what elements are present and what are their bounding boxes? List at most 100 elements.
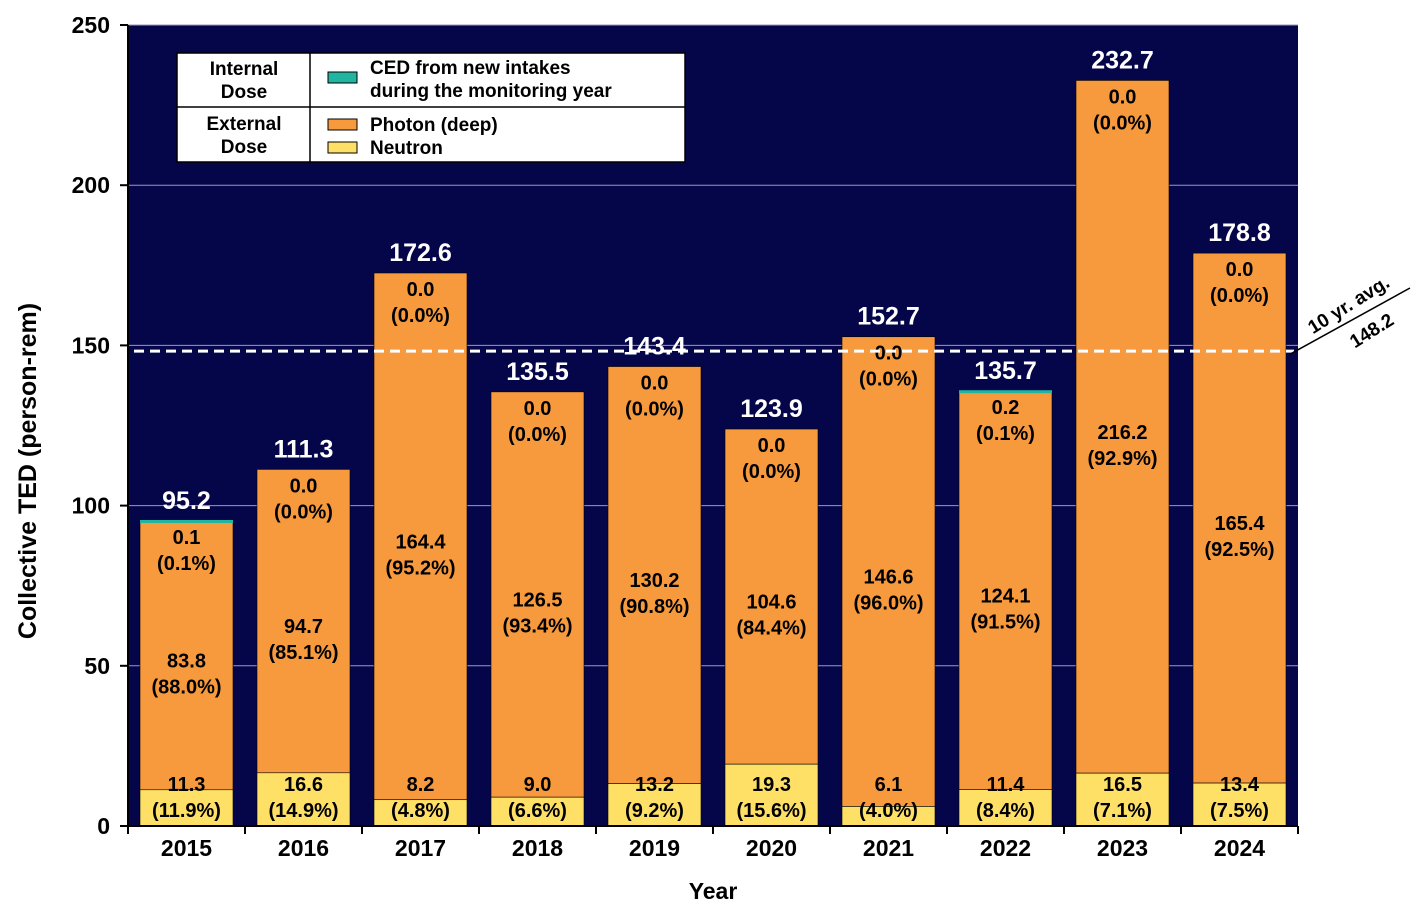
neutron-value-2017: 8.2 bbox=[407, 774, 435, 796]
ced-pct-2024: (0.0%) bbox=[1210, 285, 1269, 307]
avg-label-value: 148.2 bbox=[1346, 310, 1397, 353]
ced-pct-2020: (0.0%) bbox=[742, 461, 801, 483]
ced-pct-2016: (0.0%) bbox=[274, 501, 333, 523]
ced-value-2016: 0.0 bbox=[290, 475, 318, 497]
photon-value-2023: 216.2 bbox=[1097, 422, 1147, 444]
y-tick-label-0: 0 bbox=[97, 813, 110, 839]
photon-pct-2021: (96.0%) bbox=[853, 593, 923, 615]
bar-neutron-2016 bbox=[256, 772, 351, 827]
photon-value-2018: 126.5 bbox=[512, 590, 562, 612]
neutron-pct-2024: (7.5%) bbox=[1210, 800, 1269, 822]
total-label-2020: 123.9 bbox=[740, 395, 803, 423]
neutron-value-2016: 16.6 bbox=[284, 774, 323, 796]
neutron-pct-2016: (14.9%) bbox=[268, 800, 338, 822]
bar-photon-2019 bbox=[607, 366, 702, 785]
neutron-pct-2018: (6.6%) bbox=[508, 800, 567, 822]
total-label-2023: 232.7 bbox=[1091, 46, 1154, 74]
photon-pct-2024: (92.5%) bbox=[1204, 539, 1274, 561]
bar-neutron-2019 bbox=[607, 783, 702, 827]
bar-series bbox=[139, 80, 1287, 827]
legend-group-external-line1: External bbox=[207, 114, 282, 135]
ced-pct-2019: (0.0%) bbox=[625, 399, 684, 421]
legend-label-neutron: Neutron bbox=[370, 138, 443, 159]
neutron-value-2023: 16.5 bbox=[1103, 774, 1142, 796]
total-label-2015: 95.2 bbox=[162, 487, 211, 515]
ced-value-2017: 0.0 bbox=[407, 279, 435, 301]
ced-value-2021: 0.0 bbox=[875, 343, 903, 365]
neutron-pct-2015: (11.9%) bbox=[152, 800, 221, 822]
ced-value-2020: 0.0 bbox=[758, 435, 786, 457]
y-tick-label-250: 250 bbox=[72, 12, 110, 38]
legend-swatch-neutron bbox=[327, 141, 358, 154]
ced-value-2022: 0.2 bbox=[992, 397, 1020, 419]
bar-ced-2015 bbox=[140, 519, 233, 523]
total-label-2018: 135.5 bbox=[506, 358, 569, 386]
neutron-value-2022: 11.4 bbox=[987, 774, 1026, 796]
photon-value-2019: 130.2 bbox=[629, 570, 679, 592]
legend-label-ced-line1: CED from new intakes bbox=[370, 58, 571, 79]
bar-photon-2022 bbox=[958, 390, 1053, 790]
legend-label-photon: Photon (deep) bbox=[370, 115, 498, 136]
x-tick-label-2017: 2017 bbox=[395, 835, 446, 861]
y-tick-label-200: 200 bbox=[72, 172, 110, 198]
photon-pct-2020: (84.4%) bbox=[736, 618, 806, 640]
neutron-value-2021: 6.1 bbox=[875, 774, 903, 796]
neutron-pct-2021: (4.0%) bbox=[859, 800, 918, 822]
bar-ced-2022 bbox=[959, 390, 1052, 394]
avg-label-divider bbox=[1289, 287, 1411, 355]
x-tick-label-2022: 2022 bbox=[980, 835, 1031, 861]
photon-value-2024: 165.4 bbox=[1214, 513, 1265, 535]
photon-value-2021: 146.6 bbox=[863, 567, 913, 589]
ced-value-2018: 0.0 bbox=[524, 398, 552, 420]
y-tick-label-50: 50 bbox=[84, 653, 110, 679]
ced-value-2023: 0.0 bbox=[1109, 86, 1137, 108]
photon-pct-2018: (93.4%) bbox=[502, 616, 572, 638]
photon-pct-2015: (88.0%) bbox=[151, 676, 221, 698]
neutron-value-2018: 9.0 bbox=[524, 774, 552, 796]
x-tick-label-2021: 2021 bbox=[863, 835, 914, 861]
legend-swatch-photon bbox=[327, 118, 358, 131]
bar-neutron-2017 bbox=[373, 799, 468, 827]
bar-photon-2017 bbox=[373, 272, 468, 801]
total-label-2022: 135.7 bbox=[974, 357, 1037, 385]
x-tick-label-2016: 2016 bbox=[278, 835, 329, 861]
neutron-value-2019: 13.2 bbox=[635, 774, 674, 796]
photon-pct-2019: (90.8%) bbox=[619, 596, 689, 618]
legend-label-ced-line2: during the monitoring year bbox=[370, 81, 612, 102]
bar-photon-2015 bbox=[139, 520, 234, 791]
y-tick-label-100: 100 bbox=[72, 493, 110, 519]
total-label-2016: 111.3 bbox=[274, 435, 334, 463]
ced-pct-2018: (0.0%) bbox=[508, 424, 567, 446]
bar-neutron-2023 bbox=[1075, 772, 1170, 827]
ced-pct-2022: (0.1%) bbox=[976, 423, 1035, 445]
ced-pct-2015: (0.1%) bbox=[157, 553, 216, 575]
bar-neutron-2024 bbox=[1192, 782, 1287, 827]
x-tick-label-2015: 2015 bbox=[161, 835, 212, 861]
bar-photon-2018 bbox=[490, 391, 585, 798]
photon-value-2016: 94.7 bbox=[284, 616, 323, 638]
neutron-pct-2022: (8.4%) bbox=[976, 800, 1035, 822]
legend-swatch-ced bbox=[327, 71, 358, 84]
total-label-2024: 178.8 bbox=[1208, 219, 1271, 247]
legend-group-external-line2: Dose bbox=[221, 137, 267, 158]
neutron-pct-2020: (15.6%) bbox=[736, 800, 806, 822]
ced-pct-2021: (0.0%) bbox=[859, 369, 918, 391]
axes: 0 50 100 150 200 250 2015 2016 2017 2018 2019 2020 2… bbox=[72, 12, 1299, 861]
neutron-pct-2019: (9.2%) bbox=[625, 800, 684, 822]
photon-pct-2022: (91.5%) bbox=[970, 611, 1040, 633]
segment-labels: 95.2 0.1 (0.1%) 83.8 (88.0%) 11.3 (11.9%) 111.3… bbox=[151, 46, 1274, 822]
neutron-pct-2017: (4.8%) bbox=[391, 800, 450, 822]
photon-value-2022: 124.1 bbox=[980, 585, 1030, 607]
bar-photon-2020 bbox=[724, 428, 819, 765]
legend-group-internal-line1: Internal bbox=[210, 59, 279, 80]
total-label-2017: 172.6 bbox=[389, 239, 452, 267]
ced-pct-2017: (0.0%) bbox=[391, 305, 450, 327]
x-tick-label-2023: 2023 bbox=[1097, 835, 1148, 861]
photon-pct-2016: (85.1%) bbox=[268, 642, 338, 664]
bar-neutron-2015 bbox=[139, 789, 234, 827]
bar-photon-2016 bbox=[256, 469, 351, 774]
total-label-2019: 143.4 bbox=[623, 333, 686, 361]
x-axis-title: Year bbox=[689, 878, 738, 904]
